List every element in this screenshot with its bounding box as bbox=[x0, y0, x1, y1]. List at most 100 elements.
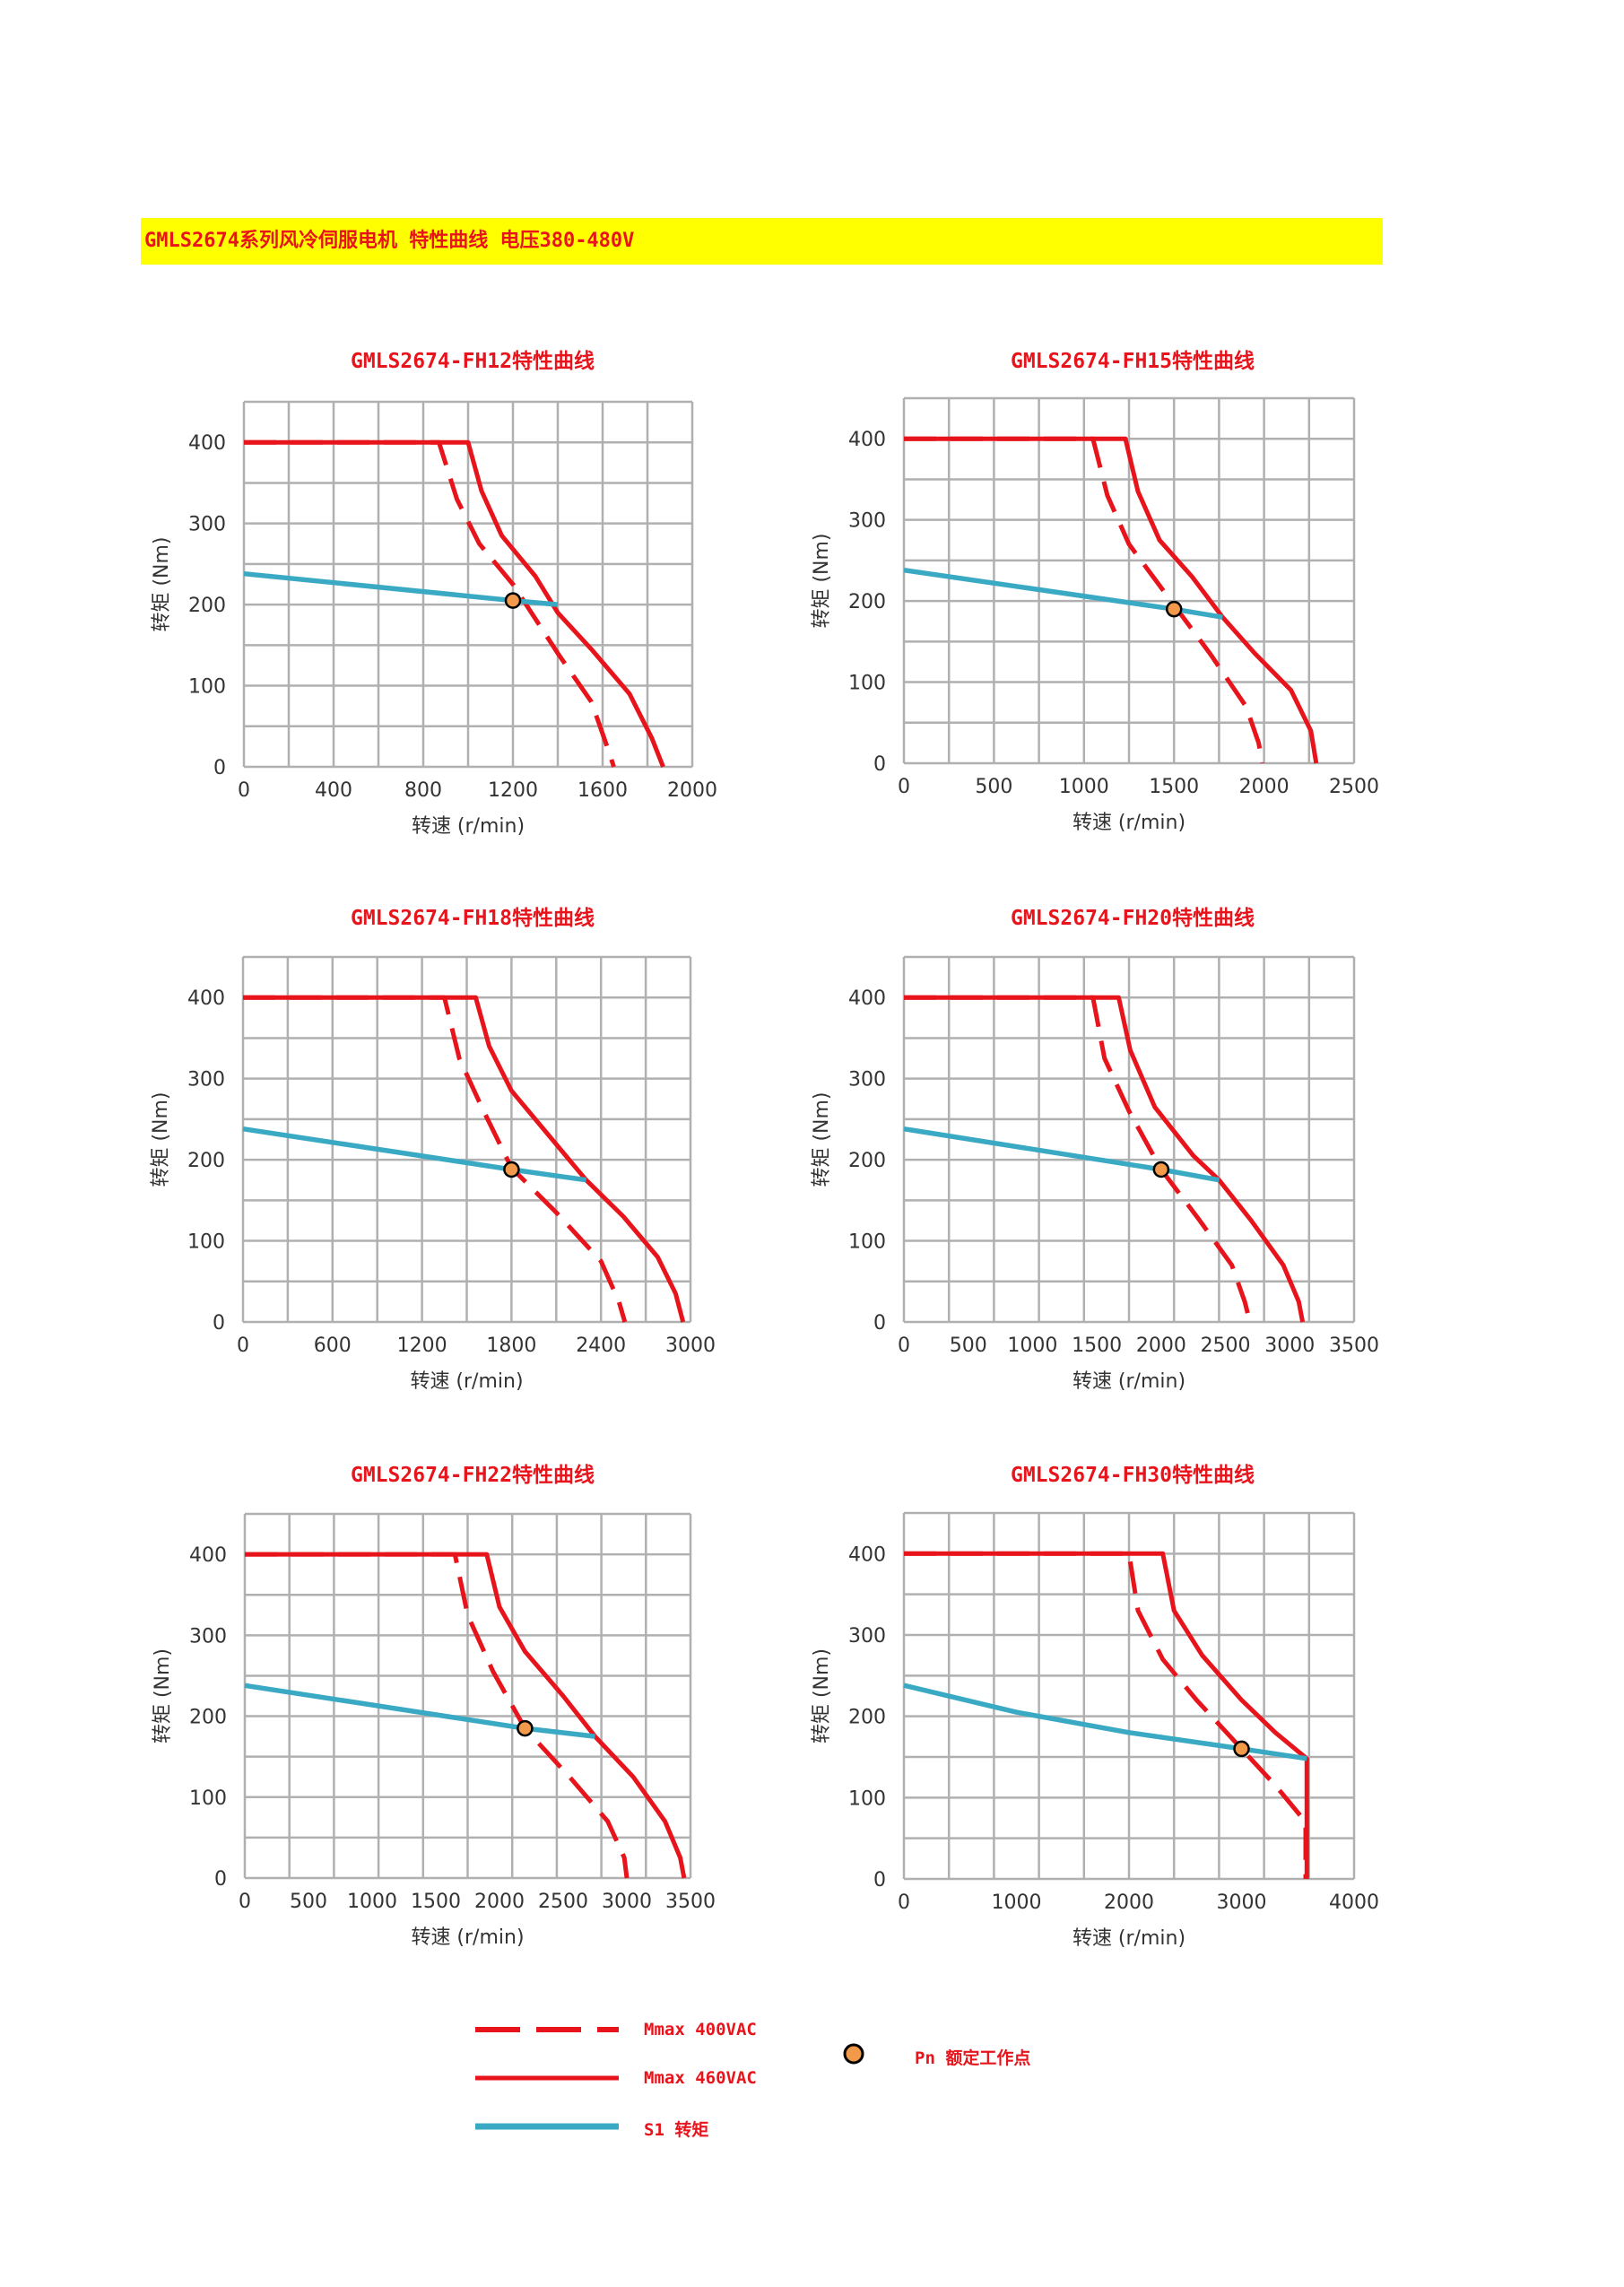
y-axis-label: 转矩 (Nm) bbox=[150, 1091, 172, 1187]
y-tick-label: 400 bbox=[187, 987, 225, 1010]
legend-label-mmax-400: Mmax 400VAC bbox=[644, 2020, 757, 2039]
x-tick-label: 500 bbox=[975, 776, 1012, 798]
y-tick-label: 0 bbox=[873, 1869, 886, 1891]
x-axis-label: 转速 (r/min) bbox=[1073, 1370, 1185, 1393]
x-tick-label: 0 bbox=[898, 1891, 910, 1914]
y-tick-label: 0 bbox=[873, 1312, 886, 1335]
y-tick-label: 200 bbox=[848, 1707, 886, 1729]
y-tick-label: 400 bbox=[188, 432, 226, 455]
series-line bbox=[245, 1552, 687, 1879]
x-tick-label: 0 bbox=[237, 1335, 249, 1357]
x-tick-label: 1200 bbox=[488, 779, 538, 802]
rated-point-marker bbox=[1152, 1161, 1170, 1178]
x-tick-label: 1500 bbox=[1149, 776, 1199, 798]
series-line bbox=[244, 439, 616, 768]
rated-point-marker bbox=[517, 1719, 534, 1737]
y-tick-label: 100 bbox=[189, 1787, 227, 1810]
series-line bbox=[243, 995, 686, 1323]
y-tick-label: 300 bbox=[189, 1625, 227, 1648]
chart-title: GMLS2674-FH22特性曲线 bbox=[350, 1464, 595, 1487]
x-tick-label: 1500 bbox=[1072, 1335, 1122, 1357]
x-tick-label: 1000 bbox=[992, 1891, 1042, 1914]
series-line bbox=[904, 436, 1319, 764]
rated-point-marker bbox=[1233, 1740, 1250, 1758]
x-tick-label: 2000 bbox=[1104, 1891, 1154, 1914]
legend-label-pn: Pn 额定工作点 bbox=[915, 2048, 1031, 2068]
y-tick-label: 200 bbox=[848, 1150, 886, 1172]
page-banner: GMLS2674系列风冷伺服电机 特性曲线 电压380-480V bbox=[141, 218, 1383, 265]
x-tick-label: 0 bbox=[898, 1335, 910, 1357]
y-tick-label: 400 bbox=[848, 1544, 886, 1566]
y-tick-label: 400 bbox=[848, 429, 886, 451]
x-axis-label: 转速 (r/min) bbox=[1073, 1927, 1185, 1950]
chart-title: GMLS2674-FH15特性曲线 bbox=[1010, 350, 1255, 373]
y-axis-label: 转矩 (Nm) bbox=[811, 1091, 833, 1187]
x-axis-label: 转速 (r/min) bbox=[411, 1926, 524, 1949]
y-tick-label: 100 bbox=[188, 676, 226, 699]
x-tick-label: 3000 bbox=[1264, 1335, 1315, 1357]
y-axis-label: 转矩 (Nm) bbox=[151, 536, 173, 631]
x-tick-label: 2000 bbox=[667, 779, 717, 802]
y-tick-label: 300 bbox=[848, 1069, 886, 1091]
y-axis-label: 转矩 (Nm) bbox=[811, 1648, 833, 1744]
x-axis-label: 转速 (r/min) bbox=[412, 815, 525, 838]
legend-label-s1: S1 转矩 bbox=[644, 2120, 709, 2140]
chart-title: GMLS2674-FH18特性曲线 bbox=[350, 907, 595, 930]
x-tick-label: 3000 bbox=[1217, 1891, 1267, 1914]
x-tick-label: 0 bbox=[898, 776, 910, 798]
y-tick-label: 0 bbox=[873, 753, 886, 776]
series-line bbox=[244, 439, 665, 768]
x-tick-label: 800 bbox=[404, 779, 442, 802]
x-tick-label: 1200 bbox=[397, 1335, 447, 1357]
chart-title: GMLS2674-FH30特性曲线 bbox=[1010, 1464, 1255, 1487]
y-tick-label: 200 bbox=[848, 591, 886, 613]
x-tick-label: 2000 bbox=[1239, 776, 1290, 798]
x-tick-label: 2400 bbox=[576, 1335, 626, 1357]
legend-swatches bbox=[475, 2027, 864, 2130]
x-tick-label: 3000 bbox=[665, 1335, 716, 1357]
x-tick-label: 2500 bbox=[1201, 1335, 1251, 1357]
series-line bbox=[903, 1683, 1307, 1761]
y-tick-label: 200 bbox=[188, 595, 226, 617]
y-tick-label: 100 bbox=[848, 673, 886, 695]
plot-area bbox=[243, 1512, 692, 1880]
chart-title: GMLS2674-FH20特性曲线 bbox=[1010, 907, 1255, 930]
rated-point-marker bbox=[1165, 600, 1183, 618]
y-axis-label: 转矩 (Nm) bbox=[152, 1648, 174, 1744]
x-axis-label: 转速 (r/min) bbox=[1073, 812, 1185, 834]
x-tick-label: 1800 bbox=[486, 1335, 536, 1357]
y-tick-label: 200 bbox=[187, 1150, 225, 1172]
y-tick-label: 100 bbox=[848, 1787, 886, 1810]
x-tick-label: 2000 bbox=[474, 1891, 525, 1913]
y-tick-label: 300 bbox=[188, 514, 226, 536]
x-tick-label: 0 bbox=[238, 779, 250, 802]
y-tick-label: 200 bbox=[189, 1707, 227, 1729]
y-axis-label: 转矩 (Nm) bbox=[811, 533, 833, 628]
plot-area bbox=[902, 1511, 1356, 1881]
y-tick-label: 0 bbox=[213, 757, 226, 779]
y-tick-label: 0 bbox=[214, 1868, 227, 1891]
plot-area bbox=[902, 955, 1356, 1324]
y-tick-label: 400 bbox=[189, 1544, 227, 1567]
x-tick-label: 500 bbox=[950, 1335, 987, 1357]
y-tick-label: 100 bbox=[848, 1231, 886, 1254]
x-axis-label: 转速 (r/min) bbox=[410, 1370, 523, 1393]
legend: Mmax 400VAC Mmax 460VAC S1 转矩 Pn 额定工作点 bbox=[466, 2000, 1184, 2144]
x-tick-label: 1500 bbox=[411, 1891, 461, 1913]
y-tick-label: 100 bbox=[187, 1231, 225, 1254]
x-tick-label: 2500 bbox=[1329, 776, 1379, 798]
legend-label-mmax-460: Mmax 460VAC bbox=[644, 2068, 757, 2088]
x-tick-label: 0 bbox=[239, 1891, 251, 1913]
series-line bbox=[904, 1551, 1309, 1879]
x-tick-label: 4000 bbox=[1329, 1891, 1379, 1914]
x-tick-label: 500 bbox=[290, 1891, 327, 1913]
legend-swatch-pn bbox=[843, 2043, 864, 2065]
x-tick-label: 3000 bbox=[602, 1891, 652, 1913]
series-line bbox=[904, 995, 1306, 1323]
